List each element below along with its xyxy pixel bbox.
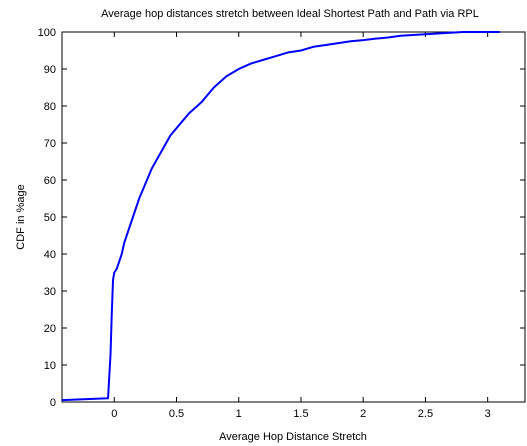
y-axis: 0 10 20 30 40 50 60 70 80 90 100 xyxy=(38,27,525,409)
x-tick-label: 1 xyxy=(236,408,242,420)
chart-title: Average hop distances stretch between Id… xyxy=(101,8,479,20)
y-tick-label: 10 xyxy=(44,360,56,372)
y-tick-label: 40 xyxy=(44,249,56,261)
series-line xyxy=(61,31,501,402)
y-tick-label: 100 xyxy=(38,27,56,39)
y-tick-label: 70 xyxy=(44,138,56,150)
y-tick-label: 20 xyxy=(44,323,56,335)
x-tick-label: 2 xyxy=(360,408,366,420)
x-tick-label: 3 xyxy=(485,408,491,420)
y-tick-label: 30 xyxy=(44,286,56,298)
plot-area xyxy=(61,31,526,403)
y-axis-title: CDF in %age xyxy=(15,184,27,249)
series-layer xyxy=(61,31,501,402)
y-tick-label: 0 xyxy=(50,397,56,409)
y-tick-label: 80 xyxy=(44,101,56,113)
x-axis: 0 0.5 1 1.5 2 2.5 3 xyxy=(111,32,491,420)
x-tick-label: 0.5 xyxy=(169,408,184,420)
y-tick-label: 50 xyxy=(44,212,56,224)
y-tick-label: 90 xyxy=(44,64,56,76)
y-tick-label: 60 xyxy=(44,175,56,187)
x-tick-label: 2.5 xyxy=(418,408,433,420)
x-axis-title: Average Hop Distance Stretch xyxy=(219,431,367,443)
x-tick-label: 0 xyxy=(111,408,117,420)
x-tick-label: 1.5 xyxy=(293,408,308,420)
